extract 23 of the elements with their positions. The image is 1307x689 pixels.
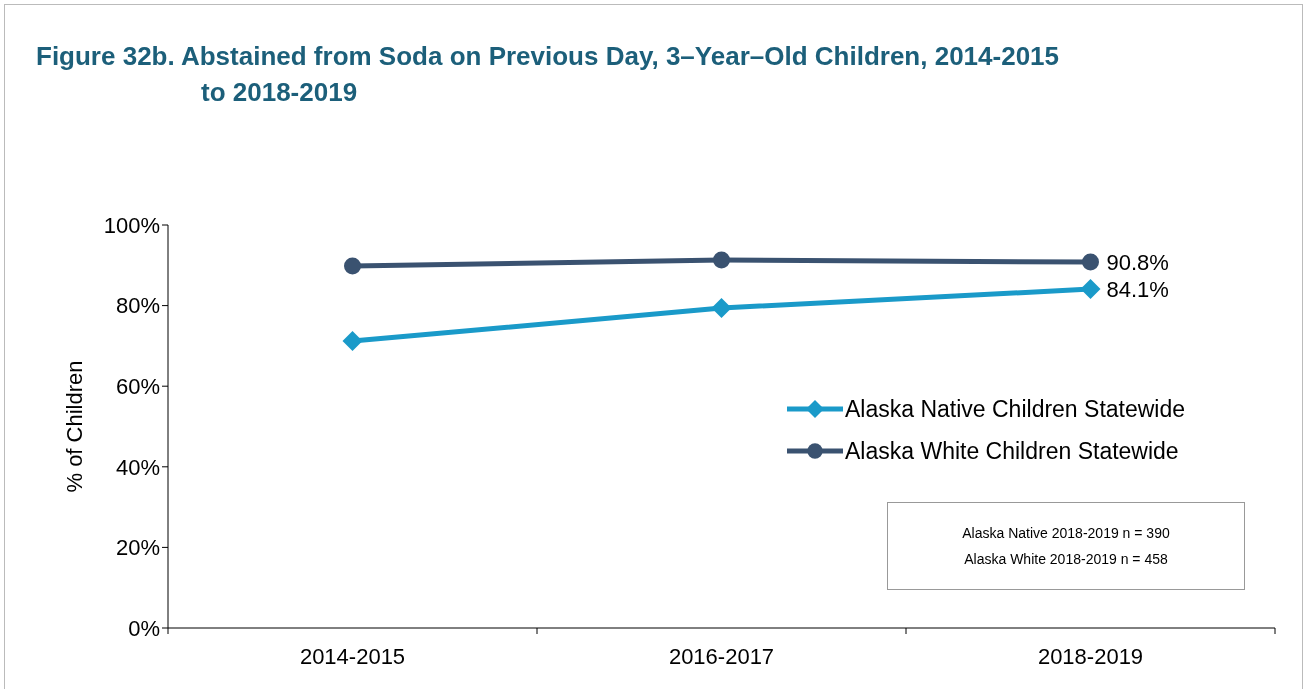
legend-label: Alaska Native Children Statewide [845,395,1186,423]
point [1082,253,1099,271]
y-tick-label: 20% [115,535,160,561]
chart-title: Figure 32b. Abstained from Soda on Previous Day, 3–Year–Old Children, 2014-2015 to 2018-2019 [36,40,1060,109]
annotation: Alaska White 2018-2019 n = 458 [964,551,1168,567]
legend-label: Alaska White Children Statewide [845,437,1179,465]
point [711,298,732,319]
y-tick-label: 80% [115,293,160,319]
point [342,331,363,352]
point [713,251,730,269]
y-tick-label: 60% [115,374,160,400]
data-label: 90.8% [1106,250,1169,276]
x-tick-label: 2018-2019 [1037,644,1144,669]
y-tick-label: 100% [103,212,160,238]
point [344,257,361,275]
point [1080,279,1101,300]
y-tick-label: 40% [115,454,160,480]
y-axis-title: % of Children [61,360,87,493]
y-tick-label: 0% [128,615,160,641]
data-label: 84.1% [1106,277,1169,303]
x-tick-label: 2016-2017 [668,644,775,669]
annotation: Alaska Native 2018-2019 n = 390 [962,525,1170,541]
x-tick-label: 2014-2015 [299,644,406,669]
